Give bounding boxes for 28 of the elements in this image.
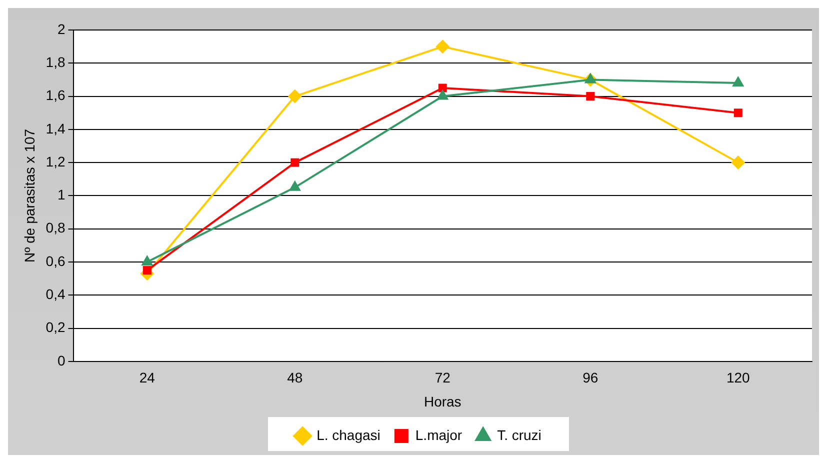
legend-label: L. chagasi bbox=[316, 426, 380, 443]
x-tick-label: 24 bbox=[139, 370, 156, 386]
legend-label: T. cruzi bbox=[497, 426, 542, 443]
point bbox=[288, 89, 302, 104]
y-tick-label: 0,8 bbox=[46, 220, 66, 236]
y-tick-label: 0,6 bbox=[46, 252, 66, 269]
point bbox=[436, 40, 450, 54]
y-tick-label: 1 bbox=[57, 186, 66, 203]
x-tick-label: 120 bbox=[726, 370, 750, 386]
y-tick-label: 2 bbox=[57, 20, 66, 37]
y-tick-label: 1,6 bbox=[46, 87, 66, 104]
point bbox=[731, 156, 746, 170]
y-axis-title: Nº de parasitas x 107 bbox=[21, 128, 38, 262]
x-tick-label: 96 bbox=[582, 370, 598, 386]
y-tick-label: 1,8 bbox=[46, 54, 66, 70]
y-tick-label: 1,2 bbox=[46, 153, 66, 170]
point bbox=[290, 158, 300, 167]
x-axis-title: Horas bbox=[424, 393, 462, 410]
point bbox=[734, 108, 742, 118]
x-tick-label: 48 bbox=[287, 370, 303, 386]
y-tick-label: 1,4 bbox=[46, 120, 66, 136]
y-tick-label: 0,2 bbox=[46, 319, 66, 336]
legend-label: L.major bbox=[415, 426, 462, 443]
point bbox=[142, 266, 152, 275]
x-tick-label: 72 bbox=[434, 370, 451, 386]
y-tick-label: 0 bbox=[57, 352, 66, 368]
point bbox=[586, 92, 595, 101]
y-tick-label: 0,4 bbox=[46, 286, 66, 302]
